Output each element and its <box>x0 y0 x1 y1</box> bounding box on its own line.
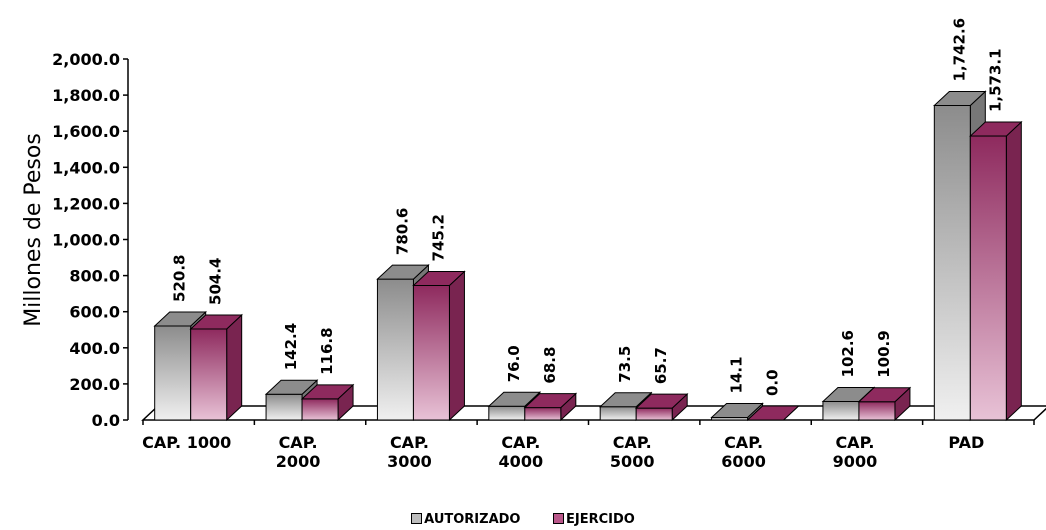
bar-top <box>857 387 912 403</box>
bar-side <box>448 270 465 422</box>
y-tick-label: 400.0 <box>69 339 120 358</box>
bar-top <box>264 379 319 395</box>
bar-side <box>226 313 243 422</box>
legend: AUTORIZADO EJERCIDO <box>0 512 1046 527</box>
bar-top <box>300 384 355 400</box>
bar-side <box>1005 120 1022 422</box>
data-label: 68.8 <box>541 347 559 384</box>
bar-ejercido <box>412 284 450 421</box>
bar-top <box>746 405 800 421</box>
y-tick-label: 2,000.0 <box>52 50 120 69</box>
data-label: 102.6 <box>839 330 857 377</box>
data-label: 65.7 <box>652 347 670 384</box>
bar-ejercido <box>969 135 1007 421</box>
bar-top <box>523 393 578 409</box>
y-tick-label: 1,200.0 <box>52 194 120 213</box>
data-label: 745.2 <box>429 214 447 261</box>
y-tick-label: 1,600.0 <box>52 122 120 141</box>
legend-label-ejercido: EJERCIDO <box>566 512 635 527</box>
x-tick-label: 4000 <box>499 452 544 471</box>
bar-top <box>153 311 207 327</box>
data-label: 504.4 <box>207 258 225 305</box>
x-tick-label: 5000 <box>610 452 655 471</box>
legend-item-autorizado: AUTORIZADO <box>411 512 520 527</box>
x-tick-label: 2000 <box>276 452 321 471</box>
x-tick-label: CAP. <box>390 433 429 452</box>
data-label: 780.6 <box>393 208 411 255</box>
data-label: 0.0 <box>764 369 782 396</box>
y-tick-label: 200.0 <box>69 375 120 394</box>
x-tick-label: PAD <box>948 433 984 452</box>
bar-ejercido <box>301 398 339 421</box>
x-tick-label: 6000 <box>721 452 766 471</box>
data-label: 520.8 <box>171 255 189 302</box>
y-tick-label: 600.0 <box>69 303 120 322</box>
data-label: 73.5 <box>616 346 634 383</box>
x-tick-label: CAP. <box>835 433 874 452</box>
bar-ejercido <box>524 407 562 421</box>
bar-ejercido <box>635 407 673 421</box>
bar-top <box>933 90 987 106</box>
x-tick-label: CAP. <box>613 433 652 452</box>
bar-top <box>969 121 1023 137</box>
data-label: 1,742.6 <box>950 18 968 82</box>
y-tick-label: 0.0 <box>92 411 120 430</box>
x-tick-label: 3000 <box>387 452 432 471</box>
data-label: 142.4 <box>282 323 300 370</box>
data-label: 116.8 <box>318 327 336 374</box>
x-tick-label: CAP. <box>501 433 540 452</box>
y-tick-label: 1,400.0 <box>52 158 120 177</box>
legend-swatch-autorizado <box>411 513 423 524</box>
legend-label-autorizado: AUTORIZADO <box>424 512 521 527</box>
bar-chart: Millones de Pesos 0.0 200.0 400.0 600.0 800.… <box>21 18 1046 471</box>
x-tick-label: CAP. 1000 <box>142 433 231 452</box>
data-label: 14.1 <box>728 356 746 393</box>
bar-autorizado <box>265 393 303 421</box>
x-tick-label: 9000 <box>833 452 878 471</box>
bar-autorizado <box>376 278 414 421</box>
y-axis-label: Millones de Pesos <box>21 133 46 327</box>
bar-ejercido <box>858 401 896 421</box>
bar-ejercido <box>190 328 228 421</box>
bar-autorizado <box>822 400 860 421</box>
y-tick-label: 800.0 <box>69 267 120 286</box>
bar-top <box>710 402 764 418</box>
bar-top <box>598 392 653 408</box>
y-tick-label: 1,000.0 <box>52 231 120 250</box>
legend-swatch-ejercido <box>553 513 565 524</box>
bar-top <box>412 270 466 286</box>
y-tick-label: 1,800.0 <box>52 86 120 105</box>
bar-top <box>376 264 430 280</box>
bar-autorizado <box>154 325 192 421</box>
data-label: 100.9 <box>875 330 893 377</box>
bar-autorizado <box>933 104 971 421</box>
data-label: 76.0 <box>505 345 523 382</box>
legend-item-ejercido: EJERCIDO <box>553 512 635 527</box>
x-tick-label: CAP. <box>724 433 763 452</box>
bar-autorizado <box>488 405 526 421</box>
bar-autorizado <box>599 406 637 421</box>
bar-top <box>189 314 243 330</box>
x-tick-label: CAP. <box>279 433 318 452</box>
bar-top <box>487 391 542 407</box>
data-label: 1,573.1 <box>986 48 1004 112</box>
bar-top <box>634 393 689 409</box>
